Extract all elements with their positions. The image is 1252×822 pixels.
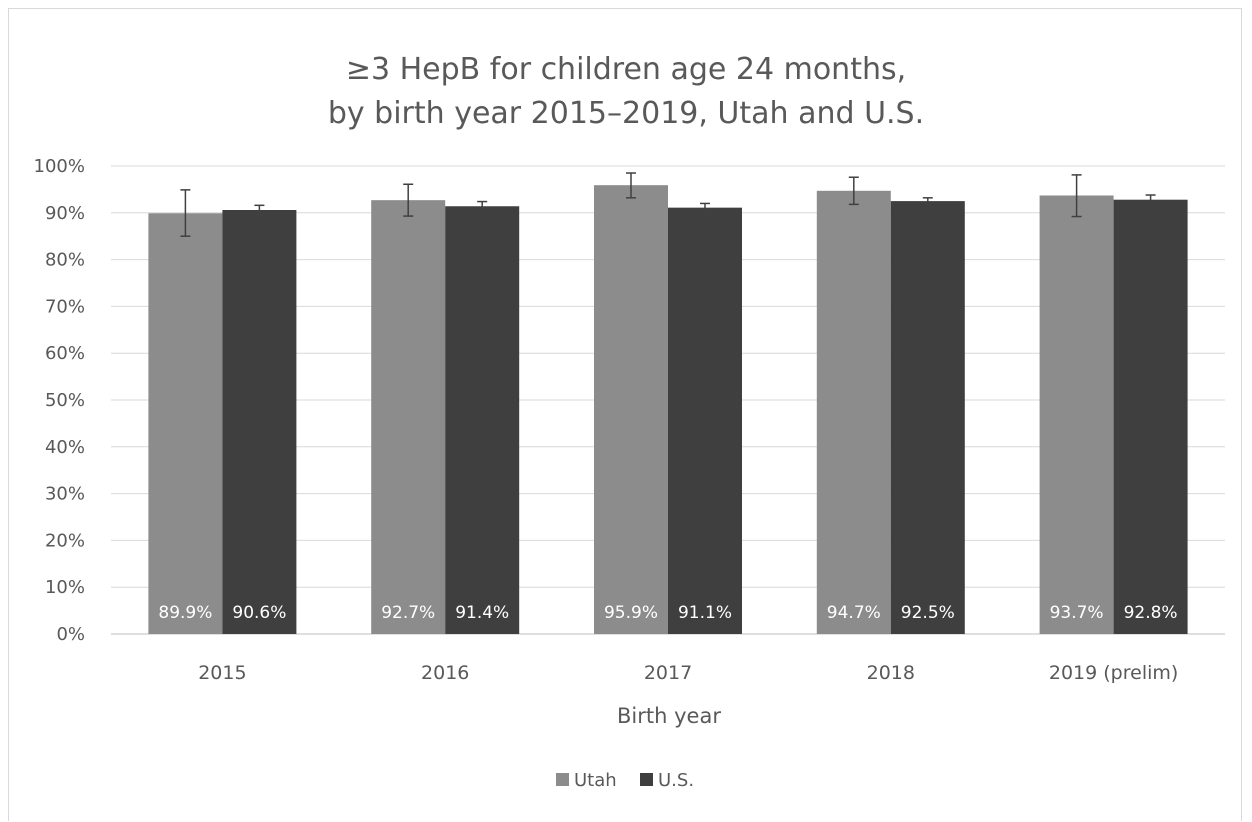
- bar-chart: ≥3 HepB for children age 24 months, by b…: [34, 52, 1225, 791]
- bars: [148, 185, 1188, 635]
- error-bar: [700, 202, 710, 213]
- data-labels: 89.9% 90.6% 92.7% 91.4% 95.9% 91.1% 94.7% 92.5%…: [158, 603, 1177, 623]
- chart-title-line-2: by birth year 2015–2019, Utah and U.S.: [328, 96, 924, 131]
- error-bars: [180, 172, 1156, 237]
- data-label: 95.9%: [604, 603, 658, 623]
- y-tick-label: 10%: [45, 577, 85, 598]
- data-label: 89.9%: [158, 603, 212, 623]
- y-tick-label: 100%: [34, 156, 85, 177]
- legend-swatch: [556, 773, 569, 786]
- error-bar: [922, 197, 933, 206]
- chart-title-line-1: ≥3 HepB for children age 24 months,: [346, 52, 906, 87]
- legend-label: U.S.: [658, 770, 694, 791]
- legend-item-utah: Utah: [556, 770, 617, 791]
- bar-utah: [148, 213, 223, 634]
- error-bar: [254, 204, 265, 216]
- y-tick-label: 50%: [45, 390, 85, 411]
- y-tick-label: 60%: [45, 343, 85, 364]
- y-tick-label: 20%: [45, 530, 85, 551]
- bar-us: [890, 201, 965, 634]
- x-category-label: 2016: [421, 662, 469, 684]
- data-label: 93.7%: [1050, 603, 1104, 623]
- bar-utah: [1039, 195, 1114, 634]
- error-bar: [626, 172, 636, 199]
- y-axis-tick-labels: 0% 10% 20% 30% 40% 50% 60% 70% 80% 90% 100%: [34, 156, 85, 645]
- bar-utah: [594, 185, 668, 635]
- y-tick-label: 30%: [45, 484, 85, 505]
- data-label: 91.4%: [455, 603, 509, 623]
- bar-us: [1113, 199, 1188, 635]
- error-bar: [848, 176, 859, 206]
- x-category-label: 2019 (prelim): [1049, 662, 1178, 684]
- x-axis-title: Birth year: [617, 704, 721, 728]
- y-tick-label: 90%: [45, 203, 85, 224]
- data-label: 94.7%: [827, 603, 881, 623]
- x-category-label: 2017: [644, 662, 692, 684]
- legend-swatch: [640, 773, 653, 786]
- y-tick-label: 0%: [56, 624, 85, 645]
- error-bar: [403, 183, 414, 217]
- bar-utah: [816, 190, 891, 634]
- x-axis-category-labels: 2015 2016 2017 2018 2019 (prelim): [198, 662, 1178, 684]
- bar-us: [222, 209, 297, 634]
- data-label: 92.8%: [1124, 603, 1178, 623]
- data-label: 92.7%: [381, 603, 435, 623]
- legend-label: Utah: [574, 770, 617, 791]
- legend: Utah U.S.: [556, 770, 694, 791]
- bar-us: [668, 207, 742, 635]
- error-bar: [180, 189, 191, 237]
- chart-area: ≥3 HepB for children age 24 months, by b…: [8, 8, 1242, 821]
- error-bar: [477, 200, 488, 212]
- bar-utah: [371, 200, 446, 634]
- y-tick-label: 80%: [45, 250, 85, 271]
- error-bar: [1145, 194, 1156, 206]
- bar-us: [445, 206, 520, 635]
- data-label: 91.1%: [678, 603, 732, 623]
- legend-item-us: U.S.: [640, 770, 694, 791]
- data-label: 92.5%: [901, 603, 955, 623]
- y-tick-label: 70%: [45, 296, 85, 317]
- x-category-label: 2018: [867, 662, 915, 684]
- error-bar: [1071, 174, 1082, 218]
- y-tick-label: 40%: [45, 437, 85, 458]
- data-label: 90.6%: [232, 603, 286, 623]
- x-category-label: 2015: [198, 662, 246, 684]
